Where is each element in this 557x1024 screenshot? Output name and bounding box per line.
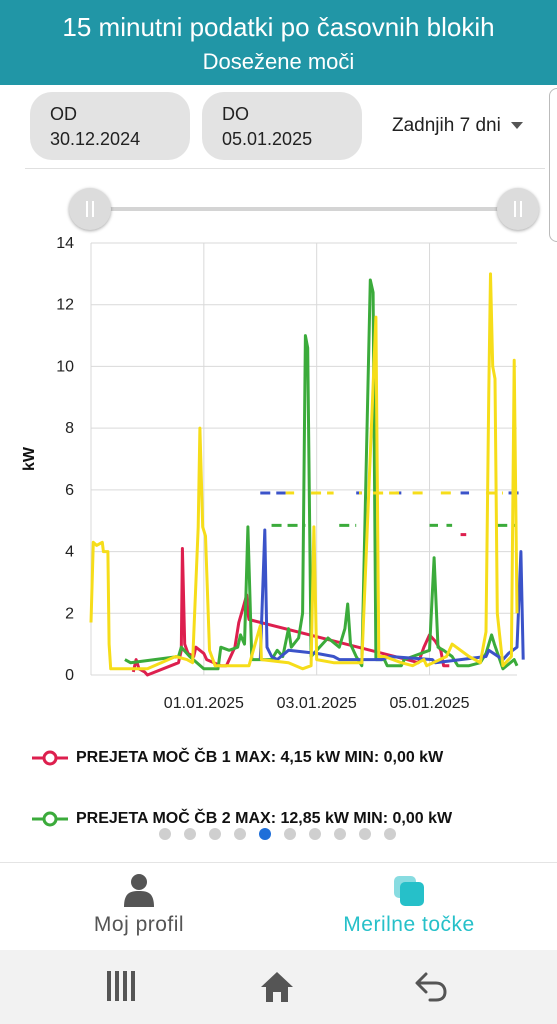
person-icon [124, 874, 154, 907]
recents-icon[interactable] [106, 970, 138, 1002]
y-tick-label: 14 [56, 235, 74, 252]
y-axis-title: kW [21, 446, 38, 471]
y-tick-label: 8 [65, 420, 74, 437]
date-to-value: 05.01.2025 [222, 129, 313, 149]
system-navigation-bar [0, 950, 557, 1024]
pager-dot[interactable] [259, 828, 271, 840]
x-tick-label: 03.01.2025 [277, 695, 357, 712]
nav-item-profile[interactable]: Moj profil [0, 863, 278, 951]
nav-label-measuring-points: Merilne točke [343, 913, 475, 936]
back-icon[interactable] [414, 970, 450, 1004]
app-header: 15 minutni podatki po časovnih blokih Do… [0, 0, 557, 85]
legend-marker-icon [32, 811, 68, 827]
period-dropdown[interactable]: Zadnjih 7 dni [392, 115, 523, 137]
range-slider-track[interactable] [90, 207, 518, 211]
pager-dot[interactable] [384, 828, 396, 840]
date-from-label: OD [50, 104, 77, 124]
period-dropdown-value: Zadnjih 7 dni [392, 115, 501, 136]
y-tick-label: 2 [65, 605, 74, 622]
legend-label: PREJETA MOČ ČB 1 MAX: 4,15 kW MIN: 0,00 … [76, 749, 444, 766]
pager-dot[interactable] [209, 828, 221, 840]
copy-pages-icon [394, 876, 424, 906]
pager-dot[interactable] [184, 828, 196, 840]
bottom-nav: Moj profil Merilne točke [0, 862, 557, 951]
y-tick-label: 10 [56, 358, 74, 375]
range-slider-end-handle[interactable] [497, 188, 539, 230]
date-to-label: DO [222, 104, 249, 124]
y-tick-label: 0 [65, 667, 74, 684]
pager-dot[interactable] [159, 828, 171, 840]
series-line-4 [89, 272, 519, 671]
y-tick-label: 6 [65, 482, 74, 499]
pager-dot[interactable] [309, 828, 321, 840]
date-from-value: 30.12.2024 [50, 129, 141, 149]
date-from-picker[interactable]: OD 30.12.2024 [30, 92, 190, 160]
pager-dot[interactable] [359, 828, 371, 840]
pager-dot[interactable] [334, 828, 346, 840]
date-to-picker[interactable]: DO 05.01.2025 [202, 92, 362, 160]
side-panel-edge[interactable] [549, 88, 557, 242]
pause-bars-icon [86, 201, 94, 217]
pager-dot[interactable] [234, 828, 246, 840]
pager-dot[interactable] [284, 828, 296, 840]
pause-bars-icon [514, 201, 522, 217]
power-line-chart[interactable]: 0 2 4 6 8 10 12 14 01.01.2025 03.01.2025 05.01.202… [0, 225, 557, 720]
divider [25, 168, 545, 169]
chevron-down-icon [510, 122, 523, 130]
nav-item-measuring-points[interactable]: Merilne točke [270, 863, 548, 951]
page-title: 15 minutni podatki po časovnih blokih [62, 12, 495, 42]
legend-label: PREJETA MOČ ČB 2 MAX: 12,85 kW MIN: 0,00… [76, 810, 453, 827]
x-tick-label: 05.01.2025 [390, 695, 470, 712]
legend-marker-icon [32, 750, 68, 766]
home-icon[interactable] [259, 970, 295, 1004]
range-slider-start-handle[interactable] [69, 188, 111, 230]
x-tick-label: 01.01.2025 [164, 695, 244, 712]
y-tick-label: 12 [56, 297, 74, 314]
nav-label-profile: Moj profil [93, 913, 185, 936]
page-subtitle: Dosežene moči [202, 49, 355, 74]
y-tick-label: 4 [65, 544, 74, 561]
